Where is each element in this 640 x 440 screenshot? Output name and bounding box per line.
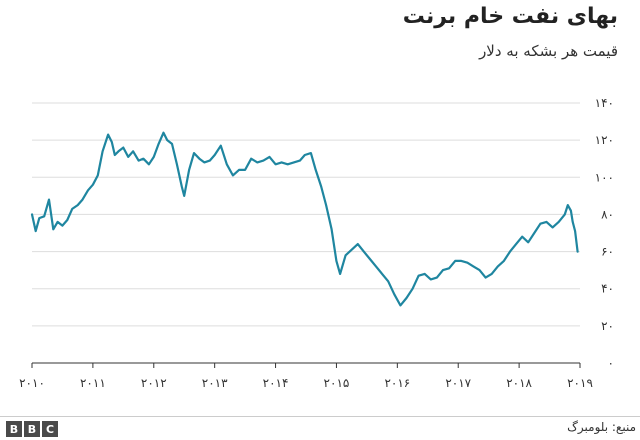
x-tick-label: ۲۰۱۹ [567,376,593,390]
x-tick-label: ۲۰۱۰ [19,376,45,390]
bbc-logo-letter: B [6,421,22,437]
series-line-brent-price [30,131,579,307]
y-tick-label: ۱۴۰ [595,96,614,110]
y-tick-label: ۰ [608,356,614,370]
x-axis-tick-labels: ۲۰۱۰ ۲۰۱۱ ۲۰۱۲ ۲۰۱۳ ۲۰۱۴ ۲۰۱۵ ۲۰۱۶ ۲۰۱۷ ۲۰۱۸ ۲۰۱۹ [19,363,593,390]
grid-lines [32,102,580,364]
y-tick-label: ۴۰ [601,282,614,296]
x-tick-label: ۲۰۱۷ [445,376,471,390]
y-tick-label: ۱۰۰ [595,170,614,184]
x-tick-label: ۲۰۱۳ [202,376,228,390]
footer-divider [0,416,640,417]
chart-subtitle: قیمت هر بشکه به دلار [479,42,618,60]
y-axis-tick-labels: ۰ ۲۰ ۴۰ ۶۰ ۸۰ ۱۰۰ ۱۲۰ ۱۴۰ [595,96,614,370]
bbc-logo-letter: C [42,421,58,437]
chart-title: بهای نفت خام برنت [402,4,618,29]
x-tick-label: ۲۰۱۱ [80,376,106,390]
x-tick-label: ۲۰۱۸ [506,376,532,390]
x-tick-label: ۲۰۱۲ [141,376,167,390]
x-tick-label: ۲۰۱۵ [324,376,350,390]
source-note: منبع: بلومبرگ [567,420,636,434]
y-tick-label: ۲۰ [601,319,614,333]
x-tick-label: ۲۰۱۴ [263,376,289,390]
y-tick-label: ۱۲۰ [595,133,614,147]
x-tick-label: ۲۰۱۶ [384,376,410,390]
y-tick-label: ۶۰ [601,245,614,259]
y-tick-label: ۸۰ [601,207,614,221]
bbc-logo-letter: B [24,421,40,437]
bbc-logo: B B C [6,421,58,437]
